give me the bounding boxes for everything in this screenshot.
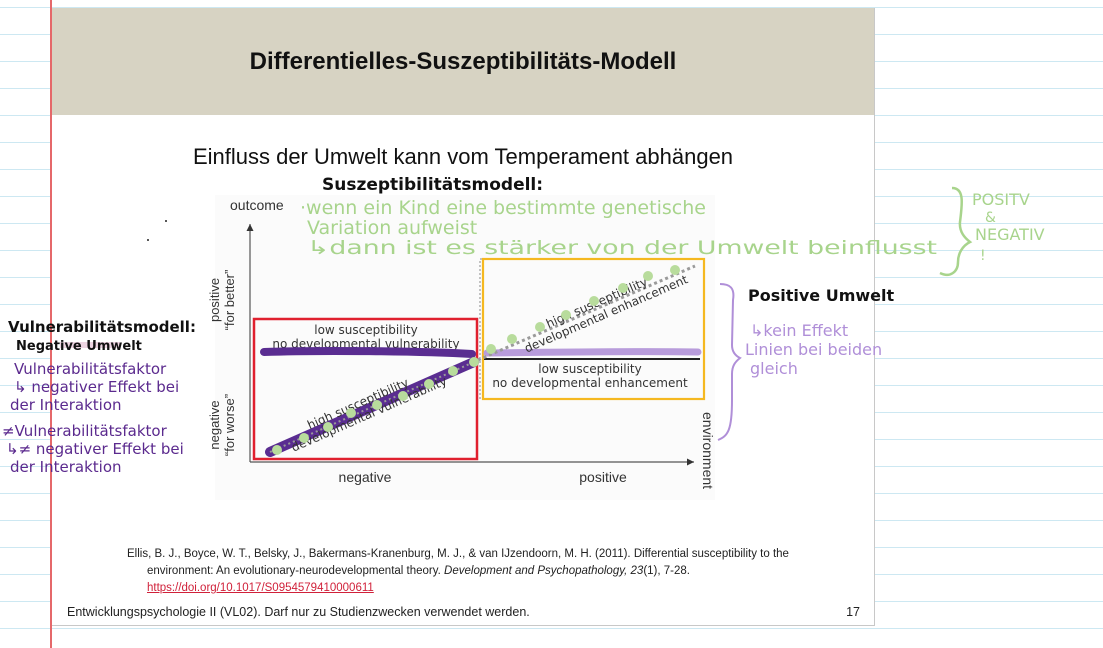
susceptibility-note-line-2: Variation aufweist — [307, 217, 477, 239]
stray-dot — [147, 239, 149, 241]
green-data-dots — [272, 265, 680, 455]
citation-pages: (1), 7-28. — [643, 565, 690, 577]
slide-subtitle: Einfluss der Umwelt kann vom Temperament… — [192, 144, 734, 169]
negative-environment-label: Negative Umwelt — [16, 339, 142, 354]
equal-note: gleich — [750, 359, 798, 378]
interaction-note: der Interaktion — [10, 396, 122, 414]
page-number: 17 — [846, 605, 860, 619]
stray-dot — [165, 220, 167, 222]
doi-link[interactable]: https://doi.org/10.1017/S095457941000061… — [147, 582, 374, 594]
y-bottom-label-2: “for worse” — [222, 394, 237, 456]
note-positiv: POSITV — [972, 190, 1030, 209]
left-low-label-1: low susceptibility — [314, 323, 417, 337]
no-effect-note: ↳kein Effekt — [750, 321, 848, 340]
y-bottom-label-1: negative — [207, 400, 222, 449]
lines-equal-note: Linien bei beiden — [745, 340, 882, 359]
y-top-label-1: positive — [207, 278, 222, 322]
note-exclamation: ! — [980, 248, 986, 264]
citation-line-1: Ellis, B. J., Boyce, W. T., Belsky, J., … — [127, 548, 789, 560]
enhancement-box — [481, 257, 706, 401]
vulnerability-model-heading: Vulnerabilitätsmodell: — [8, 318, 196, 336]
positive-environment-heading: Positive Umwelt — [748, 286, 894, 305]
negative-effect-note: ↳ negativer Effekt bei — [14, 378, 179, 396]
citation-line-2: environment: An evolutionary-neurodevelo… — [127, 563, 867, 580]
citation-journal: Development and Psychopathology, 23 — [444, 565, 644, 577]
interaction-note-2: der Interaktion — [10, 458, 122, 476]
susceptibility-note-line-1: ·wenn ein Kind eine bestimmte genetische — [300, 197, 706, 219]
susceptibility-note-line-3: ↳dann ist es stärker von der Umwelt bein… — [307, 237, 937, 259]
low-susceptibility-negative-line — [260, 346, 476, 358]
slide-header — [52, 8, 874, 115]
susceptibility-model-heading: Suszeptibilitätsmodell: — [322, 175, 543, 195]
no-vulnerability-factor-note: ≠Vulnerabilitätsfaktor — [2, 422, 168, 440]
purple-brace-icon — [717, 283, 742, 441]
highlight-mark — [60, 342, 120, 348]
right-low-label-2: no developmental enhancement — [492, 376, 688, 390]
x-axis-negative-label: negative — [339, 469, 392, 485]
low-susceptibility-positive-line — [483, 348, 702, 357]
note-negativ: NEGATIV — [975, 225, 1045, 244]
y-axis-title: outcome — [230, 197, 284, 213]
x-axis-title: environment — [700, 412, 716, 489]
green-brace-icon — [939, 186, 973, 277]
slide-footer: Entwicklungspsychologie II (VL02). Darf … — [67, 605, 530, 619]
citation: Ellis, B. J., Boyce, W. T., Belsky, J., … — [127, 546, 867, 597]
vulnerability-box — [252, 317, 479, 461]
lecture-slide: Differentielles-Suszeptibilitäts-Modell … — [52, 8, 875, 626]
y-axis-top-label: positive “for better” — [207, 270, 237, 331]
x-axis-positive-label: positive — [579, 469, 627, 485]
y-top-label-2: “for better” — [222, 270, 237, 331]
notebook-margin-line — [50, 0, 52, 648]
citation-title: environment: An evolutionary-neurodevelo… — [147, 565, 445, 577]
slide-title: Differentielles-Suszeptibilitäts-Modell — [249, 47, 677, 75]
note-ampersand: & — [985, 210, 996, 226]
dotted-diagonal-left — [269, 361, 475, 453]
vulnerability-factor-note: Vulnerabilitätsfaktor — [14, 360, 167, 378]
no-negative-effect-note: ↳≠ negativer Effekt bei — [6, 440, 184, 458]
right-low-label-1: low susceptibility — [538, 362, 641, 376]
y-axis-bottom-label: negative “for worse” — [207, 394, 237, 456]
environment-label: environment — [700, 412, 716, 489]
